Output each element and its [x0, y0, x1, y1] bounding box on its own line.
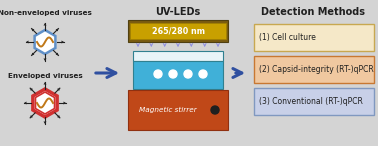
Text: (3) Conventional (RT-)qPCR: (3) Conventional (RT-)qPCR [259, 97, 363, 106]
Polygon shape [43, 82, 46, 85]
Bar [128, 90, 228, 130]
Polygon shape [33, 89, 57, 117]
Polygon shape [26, 40, 28, 44]
Bar [254, 88, 374, 115]
Bar [254, 56, 374, 83]
Polygon shape [57, 115, 60, 118]
Circle shape [169, 70, 177, 78]
Polygon shape [24, 101, 26, 105]
Text: (2) Capsid-integrity (RT-)qPCR: (2) Capsid-integrity (RT-)qPCR [259, 65, 374, 74]
Polygon shape [64, 101, 66, 105]
Polygon shape [36, 92, 54, 114]
Text: Non-enveloped viruses: Non-enveloped viruses [0, 10, 92, 16]
Text: Magnetic stirrer: Magnetic stirrer [139, 107, 197, 113]
Bar [133, 51, 223, 61]
Polygon shape [43, 121, 46, 124]
Text: (1) Cell culture: (1) Cell culture [259, 33, 316, 42]
Bar [130, 23, 226, 39]
Polygon shape [35, 30, 56, 54]
Circle shape [211, 106, 219, 114]
Polygon shape [57, 88, 60, 91]
Polygon shape [56, 53, 59, 55]
Bar [133, 61, 223, 89]
Polygon shape [56, 29, 59, 31]
Polygon shape [43, 23, 46, 26]
Text: UV-LEDs: UV-LEDs [155, 7, 201, 17]
Polygon shape [30, 115, 33, 118]
Bar [128, 20, 228, 42]
Polygon shape [30, 88, 33, 91]
Polygon shape [32, 53, 34, 55]
Circle shape [184, 70, 192, 78]
Text: Detection Methods: Detection Methods [261, 7, 365, 17]
Polygon shape [32, 29, 34, 31]
Text: Enveloped viruses: Enveloped viruses [8, 73, 82, 79]
Bar [254, 24, 374, 51]
Text: 265/280 nm: 265/280 nm [152, 27, 204, 35]
Circle shape [154, 70, 162, 78]
Polygon shape [62, 40, 64, 44]
Polygon shape [43, 59, 46, 61]
Circle shape [199, 70, 207, 78]
